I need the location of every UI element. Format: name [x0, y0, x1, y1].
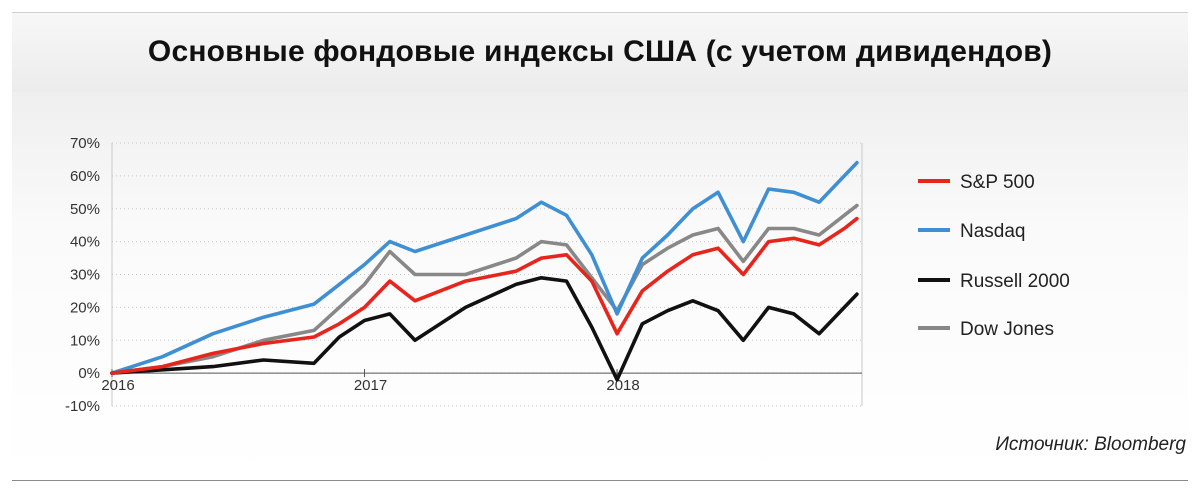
y-tick-label: 60% — [70, 168, 100, 185]
source-note: Источник: Bloomberg — [995, 434, 1186, 455]
y-tick-label: 30% — [70, 267, 100, 284]
legend-label: Russell 2000 — [960, 271, 1070, 292]
y-tick-label: 70% — [70, 135, 100, 152]
y-tick-label: 0% — [78, 365, 100, 382]
x-tick-label: 2017 — [354, 377, 387, 394]
y-tick-label: 40% — [70, 234, 100, 251]
page-title: Основные фондовые индексы США (с учетом … — [147, 35, 1053, 68]
y-tick-label: 20% — [70, 299, 100, 316]
y-tick-label: 10% — [70, 332, 100, 349]
series-line-nasdaq — [110, 160, 859, 375]
legend-label: Dow Jones — [960, 319, 1054, 340]
y-tick-label: -10% — [65, 398, 100, 415]
bottom-rule — [12, 480, 1188, 481]
series-line-dow-jones — [110, 203, 859, 375]
legend-label: S&P 500 — [960, 172, 1035, 193]
x-tick-label: 2016 — [101, 377, 134, 394]
series-line-s-p-500 — [110, 216, 859, 375]
legend-label: Nasdaq — [960, 221, 1026, 242]
title-band: Основные фондовые индексы США (с учетом … — [12, 12, 1188, 94]
chart-background — [12, 92, 1188, 476]
y-tick-label: 50% — [70, 201, 100, 218]
x-tick-label: 2018 — [606, 377, 639, 394]
series-line-russell-2000 — [110, 276, 859, 382]
